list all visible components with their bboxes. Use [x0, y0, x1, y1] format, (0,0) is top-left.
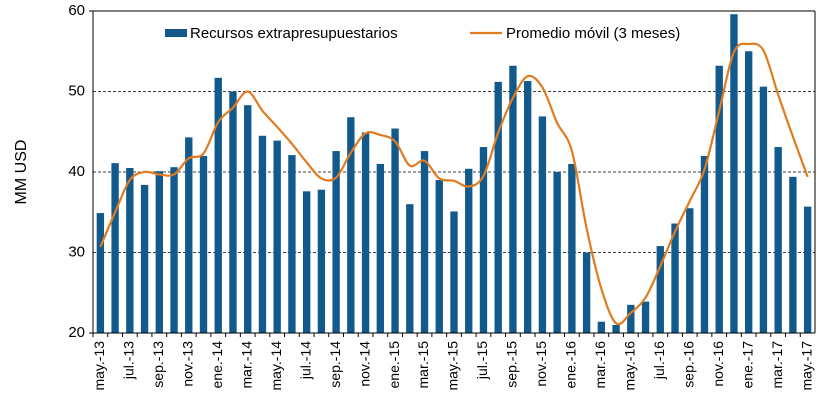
x-tick-label: ene.-16	[563, 341, 579, 389]
bar	[406, 204, 414, 333]
x-tick-label: ene.-15	[386, 341, 402, 389]
y-axis-label: MM USD	[13, 140, 30, 205]
bar	[288, 155, 296, 333]
bar	[789, 176, 797, 333]
bar	[597, 321, 606, 333]
bar	[700, 155, 709, 333]
x-tick-label: sep.-16	[680, 341, 696, 388]
legend-label: Recursos extrapresupuestarios	[190, 25, 398, 42]
x-tick-label: mar.-15	[415, 341, 431, 389]
x-tick-label: mar.-14	[238, 341, 254, 389]
bar	[140, 184, 149, 333]
y-tick-label: 20	[68, 324, 85, 341]
bar	[435, 180, 443, 333]
x-tick-label: sep.-13	[150, 341, 166, 388]
x-tick-label: may.-16	[622, 341, 638, 391]
bar	[745, 51, 753, 333]
bar	[715, 65, 723, 334]
x-tick-label: may.-15	[445, 341, 461, 391]
bar	[229, 91, 237, 333]
bar	[302, 191, 311, 333]
bar	[199, 155, 208, 333]
bar	[582, 252, 591, 333]
x-tick-label: jul.-13	[121, 341, 137, 380]
x-tick-label: ene.-14	[209, 341, 225, 389]
x-tick-label: may.-17	[798, 341, 814, 391]
legend-swatch	[165, 29, 187, 37]
x-tick-label: jul.-15	[474, 341, 490, 380]
bar	[332, 151, 340, 333]
x-tick-label: mar.-16	[592, 341, 608, 389]
line	[99, 42, 809, 326]
x-tick-label: ene.-17	[739, 341, 755, 389]
bar	[361, 132, 370, 333]
bar	[523, 81, 532, 333]
bar	[258, 135, 267, 333]
bar	[656, 246, 664, 333]
bar	[420, 151, 429, 333]
bar	[686, 208, 694, 333]
bar	[612, 324, 620, 333]
bar	[479, 147, 488, 333]
bar	[641, 301, 650, 333]
x-tick-label: sep.-14	[327, 341, 343, 388]
bar	[347, 117, 355, 333]
bar	[450, 211, 458, 333]
bar	[759, 86, 768, 333]
bar	[214, 77, 222, 333]
bar	[126, 167, 134, 333]
bar	[568, 163, 576, 333]
bar	[538, 116, 547, 333]
bar	[627, 304, 635, 333]
y-tick-label: 30	[68, 243, 85, 260]
x-tick-label: mar.-17	[769, 341, 785, 389]
bar	[803, 206, 812, 333]
x-tick-label: sep.-15	[504, 341, 520, 388]
bar	[170, 167, 178, 333]
bar	[509, 65, 517, 334]
x-tick-label: may.-13	[91, 341, 107, 391]
bar	[553, 172, 561, 333]
x-tick-label: nov.-14	[356, 341, 372, 387]
bar	[111, 163, 119, 333]
y-tick-label: 60	[68, 2, 85, 19]
x-tick-label: nov.-16	[710, 341, 726, 387]
bar	[273, 140, 281, 333]
y-tick-label: 50	[68, 82, 85, 99]
bar	[391, 128, 399, 333]
bar	[185, 137, 193, 333]
bar	[317, 189, 326, 333]
bar	[465, 168, 473, 333]
bar	[671, 223, 679, 333]
y-tick-label: 40	[68, 163, 85, 180]
bar	[96, 213, 105, 333]
x-tick-label: nov.-13	[179, 341, 195, 387]
bar	[244, 105, 252, 333]
x-tick-label: nov.-15	[533, 341, 549, 387]
bar	[730, 14, 738, 333]
x-tick-label: jul.-16	[651, 341, 667, 380]
bar	[155, 171, 163, 333]
bar	[774, 147, 782, 333]
x-tick-label: may.-14	[268, 341, 284, 391]
bar	[376, 163, 385, 333]
bar	[494, 81, 502, 333]
legend-label: Promedio móvil (3 meses)	[506, 25, 680, 42]
x-tick-label: jul.-14	[297, 341, 313, 380]
